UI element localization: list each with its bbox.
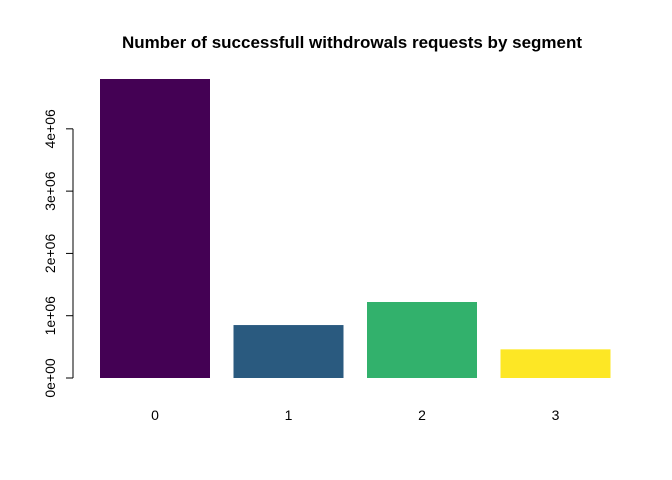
x-tick-label: 3	[552, 407, 560, 423]
x-tick-label: 1	[285, 407, 293, 423]
x-tick-label: 0	[151, 407, 159, 423]
y-tick-label: 4e+06	[42, 109, 58, 149]
y-tick-label: 1e+06	[42, 296, 58, 336]
chart-title: Number of successfull withdrowals reques…	[122, 33, 582, 52]
bar-2	[367, 302, 477, 378]
bars-layer	[100, 79, 611, 378]
y-tick-label: 2e+06	[42, 234, 58, 274]
y-tick-label: 3e+06	[42, 171, 58, 211]
bar-3	[500, 349, 611, 378]
bar-1	[233, 325, 344, 378]
x-tick-label: 2	[418, 407, 426, 423]
y-axis: 0e+00 1e+06 2e+06 3e+06 4e+06	[42, 109, 74, 398]
x-axis-labels: 0 1 2 3	[151, 407, 560, 423]
y-tick-label: 0e+00	[42, 358, 58, 398]
bar-0	[100, 79, 210, 378]
